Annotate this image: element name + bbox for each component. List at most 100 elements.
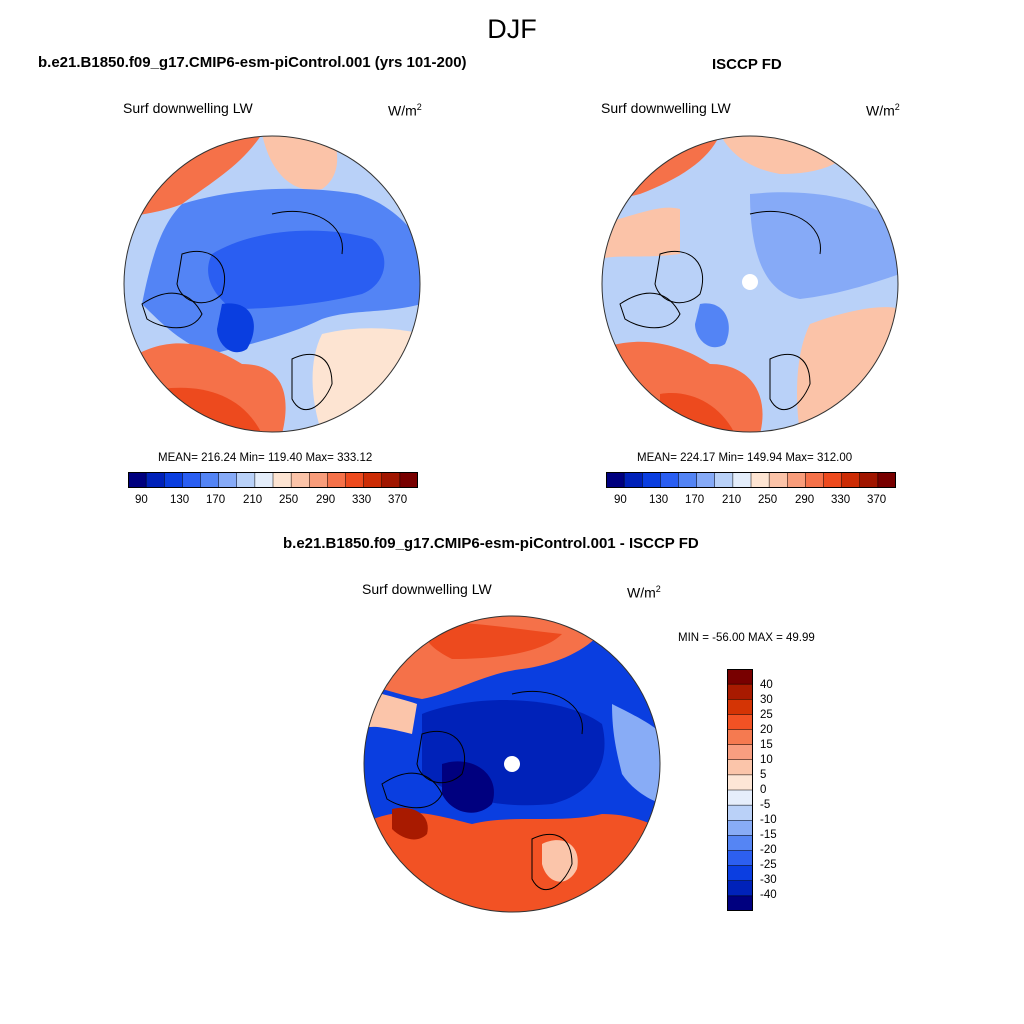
- model-map-alaska-coast: [141, 292, 203, 329]
- colorbar-cell: [164, 472, 183, 488]
- diff-case-title: b.e21.B1850.f09_g17.CMIP6-esm-piControl.…: [283, 535, 699, 552]
- obs-colorbar-tick: 330: [831, 494, 851, 506]
- colorbar-cell: [606, 472, 625, 488]
- obs-variable-label: Surf downwelling LW: [601, 100, 731, 116]
- diff-colorbar-tick: 40: [760, 679, 773, 691]
- diff-colorbar-tick: -25: [760, 859, 777, 871]
- colorbar-cell: [805, 472, 825, 488]
- obs-map-west-light-region: [602, 207, 680, 259]
- colorbar-cell: [841, 472, 861, 488]
- diff-units-label: W/m2: [627, 584, 661, 601]
- diff-map-scandinavia-coast: [531, 833, 573, 891]
- diff-map-siberia-coast: [511, 690, 583, 735]
- obs-map-alaska-coast: [619, 292, 681, 329]
- diff-map-pole-hole: [504, 756, 520, 772]
- diff-colorbar: [727, 669, 753, 911]
- model-map-light-warm-region: [262, 136, 338, 190]
- colorbar-cell: [727, 895, 753, 911]
- diff-map-north-hot-region: [422, 622, 562, 659]
- colorbar-cell: [678, 472, 698, 488]
- model-stats: MEAN= 216.24 Min= 119.40 Max= 333.12: [158, 452, 373, 464]
- colorbar-cell: [128, 472, 147, 488]
- model-polar-map: [123, 135, 421, 433]
- model-colorbar-tick: 250: [279, 494, 299, 506]
- colorbar-cell: [727, 880, 753, 897]
- obs-case-title: ISCCP FD: [712, 56, 782, 73]
- obs-map-scandinavia-coast: [769, 353, 811, 411]
- colorbar-cell: [727, 669, 753, 685]
- colorbar-cell: [290, 472, 310, 488]
- colorbar-cell: [732, 472, 752, 488]
- model-map-deep-cool-region: [208, 230, 385, 309]
- colorbar-cell: [381, 472, 401, 488]
- colorbar-cell: [696, 472, 716, 488]
- figure-title: DJF: [487, 14, 537, 44]
- obs-colorbar-tick: 130: [649, 494, 669, 506]
- diff-stats: MIN = -56.00 MAX = 49.99: [678, 632, 815, 644]
- colorbar-cell: [727, 789, 753, 806]
- model-colorbar-tick: 170: [206, 494, 226, 506]
- obs-colorbar-tick: 370: [867, 494, 887, 506]
- model-units-label: W/m2: [388, 102, 422, 119]
- diff-colorbar-tick: 10: [760, 754, 773, 766]
- colorbar-cell: [750, 472, 770, 488]
- obs-stats: MEAN= 224.17 Min= 149.94 Max= 312.00: [637, 452, 853, 464]
- obs-colorbar-tick: 250: [758, 494, 778, 506]
- diff-colorbar-tick: 0: [760, 784, 767, 796]
- model-map-siberia-coast: [271, 210, 343, 255]
- model-colorbar-cells: [128, 472, 418, 488]
- colorbar-cell: [787, 472, 806, 488]
- colorbar-cell: [727, 835, 753, 852]
- colorbar-cell: [623, 472, 643, 488]
- obs-colorbar: [606, 472, 896, 488]
- diff-colorbar-tick: 30: [760, 694, 773, 706]
- obs-colorbar-tick: 90: [614, 494, 627, 506]
- model-map-greenland-region: [217, 303, 254, 353]
- diff-colorbar-tick: 15: [760, 739, 773, 751]
- diff-map-atlantic-hot-spot: [392, 807, 428, 840]
- model-colorbar: [128, 472, 418, 488]
- colorbar-cell: [254, 472, 274, 488]
- diff-colorbar-tick: 5: [760, 769, 767, 781]
- colorbar-cell: [327, 472, 347, 488]
- model-colorbar-tick: 90: [135, 494, 148, 506]
- model-colorbar-frame: [128, 472, 418, 488]
- model-colorbar-tick: 210: [243, 494, 263, 506]
- diff-colorbar-tick: -15: [760, 829, 777, 841]
- colorbar-cell: [727, 699, 753, 715]
- colorbar-cell: [727, 804, 753, 821]
- colorbar-cell: [727, 714, 753, 731]
- colorbar-cell: [345, 472, 365, 488]
- colorbar-cell: [642, 472, 661, 488]
- model-case-title: b.e21.B1850.f09_g17.CMIP6-esm-piControl.…: [38, 54, 467, 71]
- diff-polar-map: [363, 615, 661, 913]
- obs-colorbar-cells: [606, 472, 896, 488]
- diff-colorbar-tick: 25: [760, 709, 773, 721]
- colorbar-cell: [727, 729, 753, 746]
- colorbar-cell: [859, 472, 879, 488]
- obs-colorbar-frame: [606, 472, 896, 488]
- obs-map-pole-hole: [742, 274, 758, 290]
- diff-map-archipelago-deep-region: [442, 761, 494, 813]
- diff-colorbar-frame: [727, 669, 753, 911]
- colorbar-cell: [660, 472, 680, 488]
- colorbar-cell: [823, 472, 843, 488]
- diff-map-east-light-region: [612, 704, 660, 804]
- colorbar-cell: [727, 820, 753, 836]
- model-colorbar-tick: 130: [170, 494, 190, 506]
- diff-variable-label: Surf downwelling LW: [362, 581, 492, 597]
- diff-colorbar-tick: -5: [760, 799, 771, 811]
- colorbar-cell: [727, 759, 753, 776]
- model-colorbar-tick: 330: [352, 494, 372, 506]
- obs-units-label: W/m2: [866, 102, 900, 119]
- diff-colorbar-tick: -10: [760, 814, 777, 826]
- colorbar-cell: [145, 472, 165, 488]
- obs-map-outline: [601, 135, 899, 433]
- model-map-scandinavia-coast: [291, 353, 333, 411]
- obs-colorbar-tick: 290: [795, 494, 815, 506]
- colorbar-cell: [727, 744, 753, 761]
- obs-colorbar-tick: 170: [685, 494, 705, 506]
- colorbar-cell: [363, 472, 383, 488]
- model-variable-label: Surf downwelling LW: [123, 100, 253, 116]
- diff-colorbar-tick: -40: [760, 889, 777, 901]
